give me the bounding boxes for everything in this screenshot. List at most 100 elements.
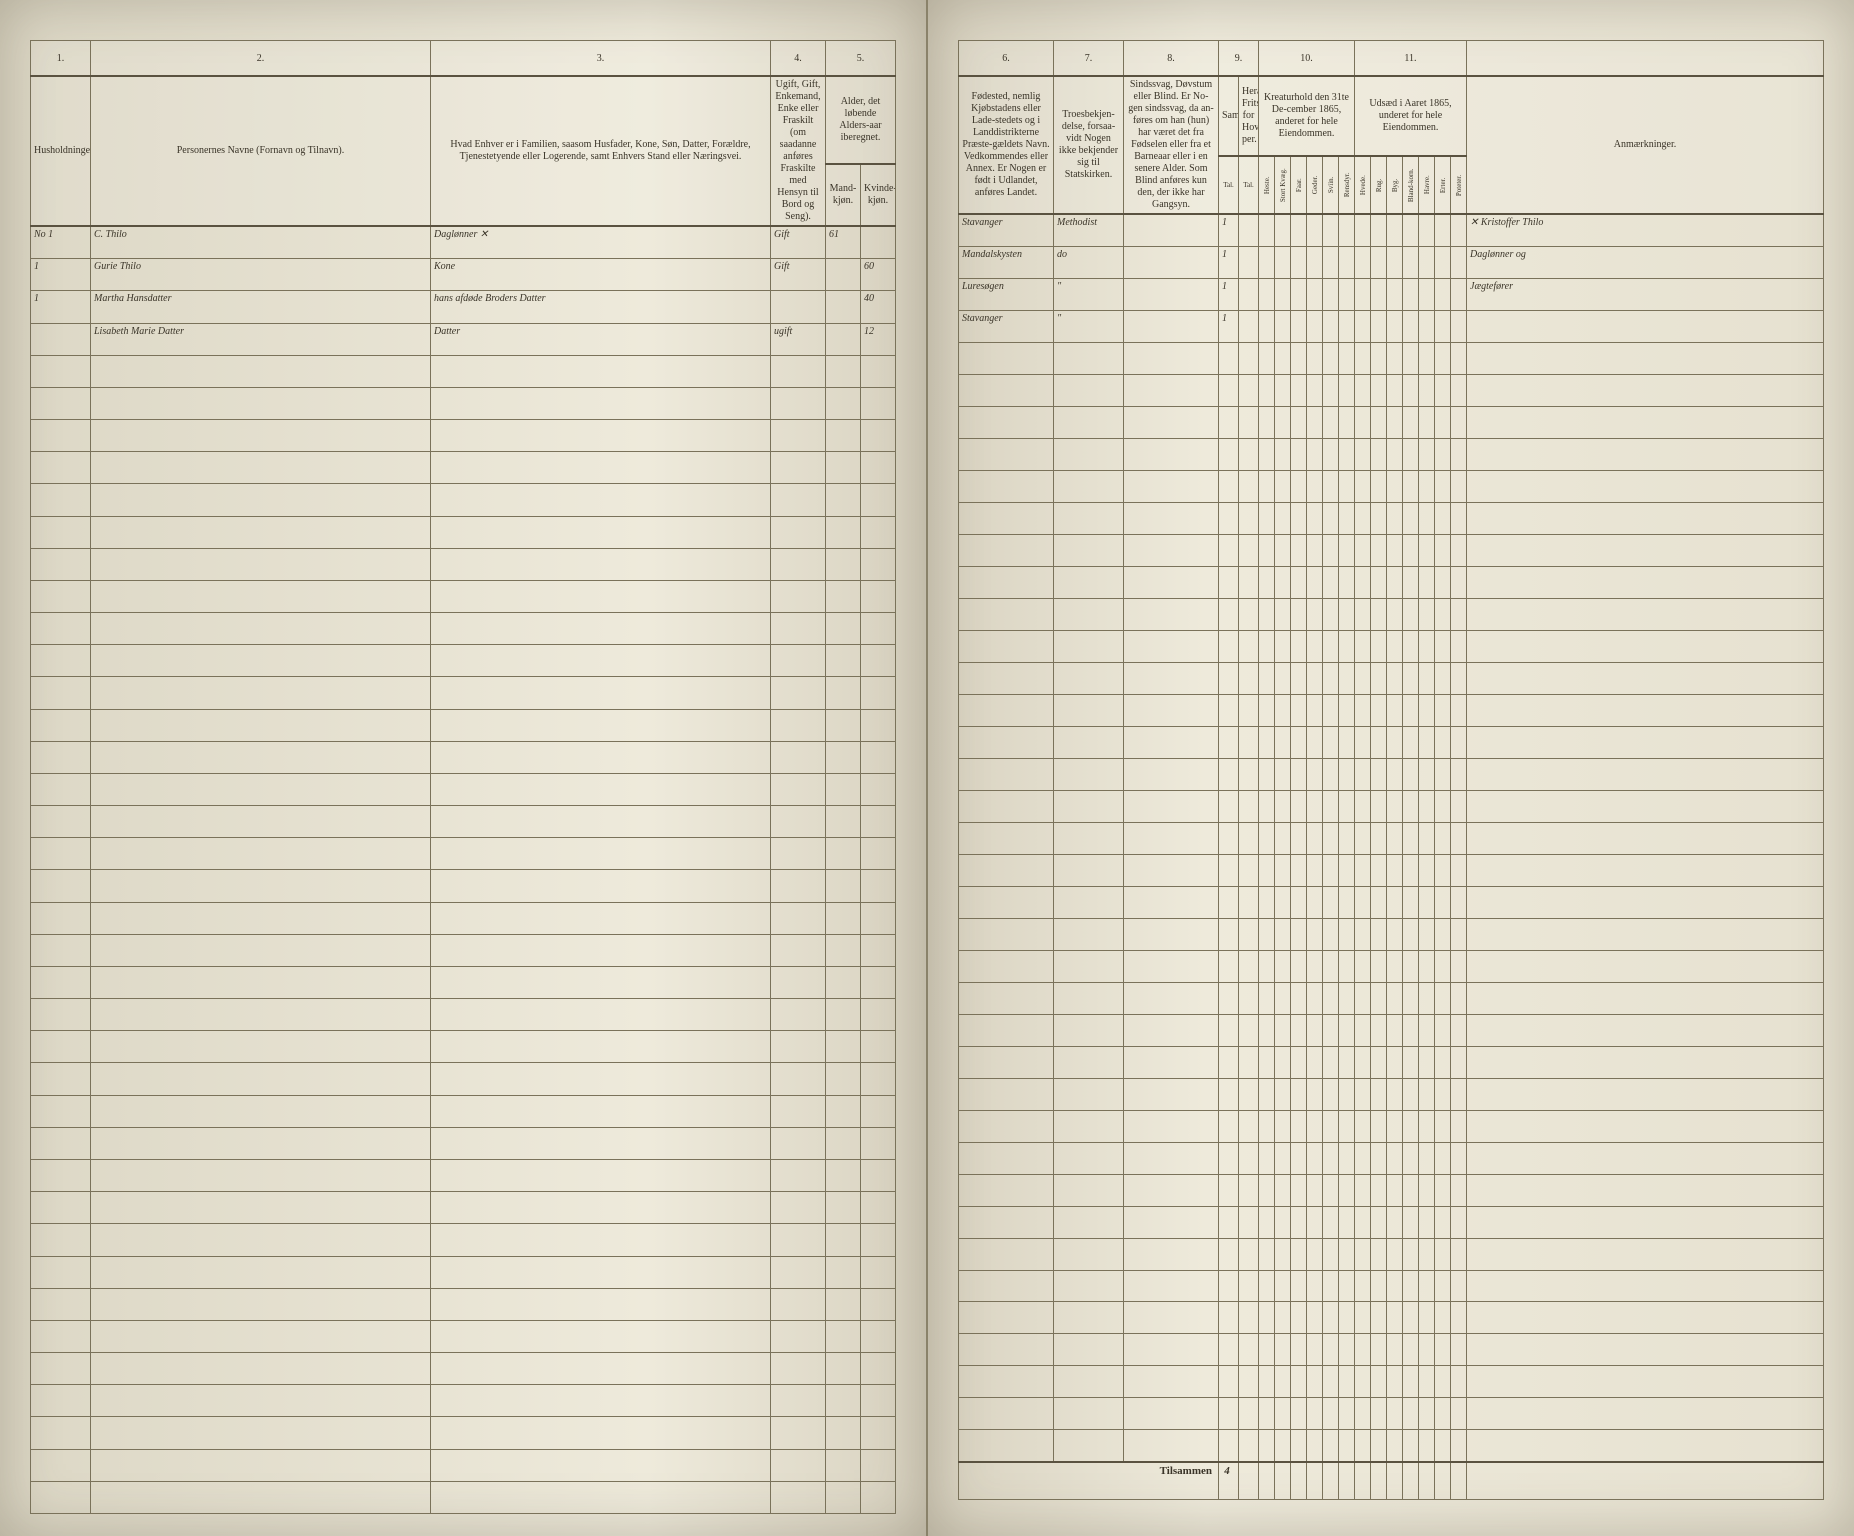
blank-cell: [1124, 534, 1219, 566]
left-data-row: No 1C. ThiloDaglønner ✕Gift61: [31, 226, 896, 259]
blank-cell: [771, 1481, 826, 1513]
blank-cell: [1275, 758, 1291, 790]
cell-r12: [1371, 247, 1387, 279]
cell-status: Gift: [771, 259, 826, 291]
blank-cell: [1403, 1046, 1419, 1078]
blank-cell: [431, 1320, 771, 1352]
blank-cell: [959, 822, 1054, 854]
cell-r6: [1275, 278, 1291, 310]
col-number-11: 11.: [1355, 41, 1467, 77]
blank-cell: [31, 999, 91, 1031]
blank-cell: [1323, 982, 1339, 1014]
blank-cell: [1467, 694, 1824, 726]
blank-cell: [1355, 1142, 1371, 1174]
blank-cell: [91, 838, 431, 870]
blank-cell: [1219, 982, 1239, 1014]
cell-r5: [1259, 310, 1275, 342]
blank-cell: [431, 1160, 771, 1192]
blank-cell: [1323, 438, 1339, 470]
col-number-7: 7.: [1054, 41, 1124, 77]
blank-cell: [91, 1063, 431, 1095]
blank-cell: [771, 613, 826, 645]
blank-cell: [861, 1031, 896, 1063]
blank-cell: [1339, 1078, 1355, 1110]
blank-cell: [1323, 630, 1339, 662]
blank-cell: [1371, 950, 1387, 982]
blank-cell: [1387, 1302, 1403, 1334]
blank-cell: [1054, 1430, 1124, 1463]
blank-cell: [1467, 406, 1824, 438]
blank-cell: [1239, 406, 1259, 438]
blank-cell: [959, 438, 1054, 470]
cell-r7: [1291, 214, 1307, 247]
blank-cell: [1339, 598, 1355, 630]
blank-cell: [1419, 1014, 1435, 1046]
blank-cell: [1275, 1206, 1291, 1238]
blank-cell: [91, 548, 431, 580]
tilsammen-blank: [1275, 1462, 1291, 1499]
blank-cell: [1403, 1174, 1419, 1206]
cell-r16: [1435, 278, 1451, 310]
blank-cell: [1403, 406, 1419, 438]
blank-cell: [1435, 406, 1451, 438]
blank-cell: [1355, 1206, 1371, 1238]
blank-cell: [31, 355, 91, 387]
blank-cell: [1387, 790, 1403, 822]
blank-cell: [826, 1417, 861, 1449]
left-blank-row: [31, 902, 896, 934]
blank-cell: [1307, 918, 1323, 950]
blank-cell: [1275, 1142, 1291, 1174]
blank-cell: [1219, 726, 1239, 758]
right-blank-row: [959, 1430, 1824, 1463]
left-blank-row: [31, 1063, 896, 1095]
blank-cell: [1403, 982, 1419, 1014]
tilsammen-blank: [1307, 1462, 1323, 1499]
blank-cell: [1275, 1270, 1291, 1302]
blank-cell: [1435, 950, 1451, 982]
blank-cell: [1371, 1302, 1387, 1334]
cell-r13: [1387, 310, 1403, 342]
left-blank-row: [31, 999, 896, 1031]
blank-cell: [431, 1385, 771, 1417]
blank-cell: [861, 1095, 896, 1127]
blank-cell: [431, 516, 771, 548]
blank-cell: [771, 387, 826, 419]
blank-cell: [1307, 822, 1323, 854]
blank-cell: [91, 580, 431, 612]
blank-cell: [861, 1063, 896, 1095]
blank-cell: [1307, 1238, 1323, 1270]
blank-cell: [1323, 1078, 1339, 1110]
blank-cell: [1239, 1078, 1259, 1110]
blank-cell: [1239, 950, 1259, 982]
blank-cell: [1124, 1430, 1219, 1463]
blank-cell: [1219, 438, 1239, 470]
blank-cell: [1435, 1110, 1451, 1142]
blank-cell: [1339, 1142, 1355, 1174]
blank-cell: [1259, 1238, 1275, 1270]
blank-cell: [1355, 822, 1371, 854]
blank-cell: [861, 1160, 896, 1192]
blank-cell: [826, 1031, 861, 1063]
blank-cell: [1323, 470, 1339, 502]
blank-cell: [1124, 598, 1219, 630]
blank-cell: [1239, 662, 1259, 694]
blank-cell: [826, 1095, 861, 1127]
blank-cell: [1291, 470, 1307, 502]
blank-cell: [1339, 470, 1355, 502]
cell-r18: ✕ Kristoffer Thilo: [1467, 214, 1824, 247]
blank-cell: [1239, 502, 1259, 534]
blank-cell: [1259, 854, 1275, 886]
left-blank-row: [31, 580, 896, 612]
blank-cell: [1259, 342, 1275, 374]
blank-cell: [1451, 630, 1467, 662]
blank-cell: [826, 1063, 861, 1095]
cell-r4: [1239, 247, 1259, 279]
blank-cell: [1219, 630, 1239, 662]
blank-cell: [1387, 662, 1403, 694]
blank-cell: [1323, 726, 1339, 758]
blank-cell: [1219, 918, 1239, 950]
blank-cell: [31, 613, 91, 645]
blank-cell: [1371, 790, 1387, 822]
blank-cell: [861, 773, 896, 805]
blank-cell: [1307, 438, 1323, 470]
